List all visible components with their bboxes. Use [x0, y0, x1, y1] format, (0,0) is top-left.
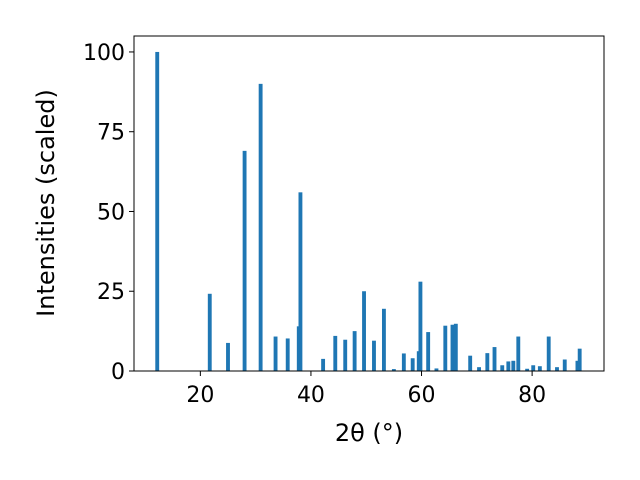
bar-36 [537, 366, 542, 371]
y-tick-label-4: 100 [83, 41, 125, 66]
x-axis-label: 2θ (°) [335, 419, 403, 447]
y-axis-label: Intensities (scaled) [32, 89, 60, 317]
bar-12 [352, 331, 357, 371]
bar-21 [426, 332, 431, 371]
bar-28 [485, 353, 490, 371]
bar-24 [450, 324, 455, 371]
bar-0 [155, 51, 160, 371]
bar-3 [242, 150, 247, 371]
bar-16 [391, 369, 396, 371]
bar-5 [273, 336, 278, 371]
plot-frame [133, 35, 605, 372]
bar-31 [506, 361, 511, 371]
y-axis-ticks: 0 25 50 75 100 [83, 41, 134, 385]
bar-32 [511, 360, 516, 371]
y-tick-label-2: 50 [97, 200, 125, 225]
x-tick-label-1: 40 [297, 383, 325, 408]
y-tick-label-3: 75 [97, 121, 125, 146]
bar-27 [477, 367, 481, 371]
bar-2 [226, 342, 230, 371]
bar-18 [410, 358, 415, 371]
bar-14 [372, 340, 376, 371]
bar-34 [525, 368, 530, 371]
bar-1 [207, 293, 212, 371]
bar-10 [333, 335, 338, 371]
bar-29 [492, 347, 497, 371]
x-axis-ticks: 20 40 60 80 [186, 371, 546, 408]
bar-20 [418, 281, 423, 371]
bar-26 [468, 355, 473, 371]
bar-8 [298, 192, 303, 371]
bar-17 [401, 353, 406, 371]
bar-13 [362, 291, 366, 371]
bar-39 [562, 359, 567, 371]
y-tick-label-0: 0 [111, 360, 125, 385]
bar-6 [285, 338, 290, 371]
bar-37 [546, 336, 551, 371]
bar-22 [434, 368, 439, 371]
bar-4 [258, 83, 263, 372]
x-tick-label-0: 20 [186, 383, 214, 408]
bar-9 [321, 358, 326, 371]
bar-35 [531, 365, 536, 371]
bar-11 [343, 339, 348, 371]
x-tick-label-2: 60 [408, 383, 436, 408]
x-tick-label-3: 80 [518, 383, 546, 408]
bars-group [155, 51, 582, 372]
bar-38 [555, 367, 559, 371]
bar-40 [575, 360, 580, 371]
bar-25 [453, 323, 458, 371]
bar-15 [381, 308, 386, 371]
bar-33 [516, 336, 521, 371]
y-tick-label-1: 25 [97, 280, 125, 305]
bar-23 [443, 325, 448, 371]
bar-30 [500, 365, 505, 371]
bar-41 [577, 348, 582, 371]
